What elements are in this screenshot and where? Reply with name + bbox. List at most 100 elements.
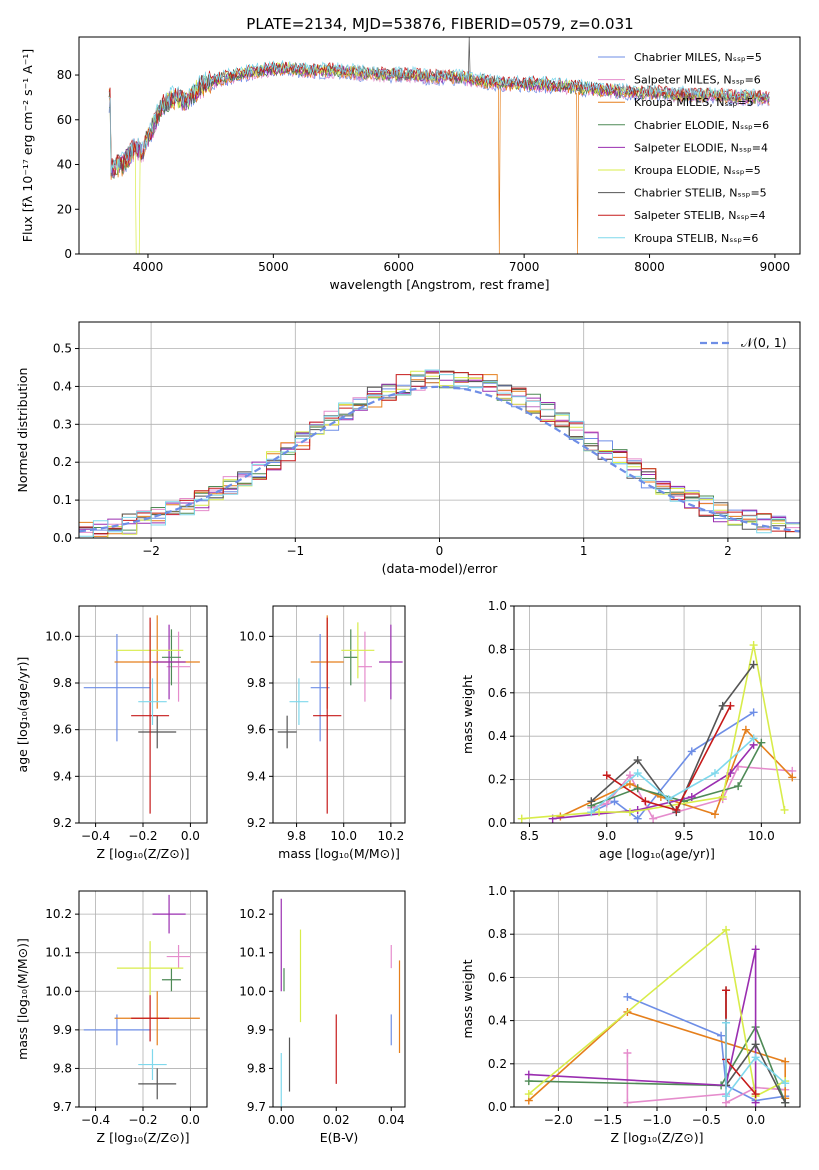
x-tick-label: 0.0 [746, 1113, 765, 1127]
weight-point-marker [722, 1092, 731, 1101]
weight-point-marker [718, 701, 727, 710]
x-axis-label: Z [log₁₀(Z/Z⊙)] [97, 846, 190, 861]
weight-point-marker [623, 1098, 632, 1107]
y-tick-label: 0.4 [488, 729, 507, 743]
x-axis-label: Z [log₁₀(Z/Z⊙)] [97, 1130, 190, 1145]
weight-series-line [528, 1025, 786, 1103]
y-axis-label: age [log₁₀(age/yr)] [15, 657, 30, 773]
legend-label: 𝒩(0, 1) [741, 335, 787, 350]
x-tick-label: −0.4 [81, 1113, 110, 1127]
x-axis-label: (data-model)/error [382, 561, 499, 576]
weight-point-marker [587, 797, 596, 806]
weight-point-marker [781, 1098, 790, 1107]
x-tick-label: −1.5 [593, 1113, 622, 1127]
x-axis-label: wavelength [Angstrom, rest frame] [329, 277, 549, 292]
x-tick-label: 8000 [634, 260, 665, 274]
weight-point-marker [741, 725, 750, 734]
y-tick-label: 0.2 [488, 1057, 507, 1071]
y-tick-label: 0.6 [488, 686, 507, 700]
x-tick-label: 0.0 [181, 1113, 200, 1127]
weight-point-marker [710, 810, 719, 819]
weight-point-marker [788, 773, 797, 782]
weight-point-marker [717, 1031, 726, 1040]
weight-series-line [725, 1022, 786, 1099]
weight-point-marker [687, 792, 696, 801]
panel-weight-vs-Z: −2.0 −1.5 −1.0 −0.5 0.0 0.0 0.2 0.4 0.6 0.8 1.0 Z [… [460, 884, 801, 1145]
weight-series-line [528, 949, 757, 1103]
y-tick-label: 1.0 [488, 599, 507, 613]
axes-frame [513, 605, 801, 824]
normal-curve [79, 385, 800, 533]
axes-frame [272, 890, 406, 1108]
weight-point-marker [722, 986, 731, 995]
y-tick-label: 10.2 [239, 907, 266, 921]
weight-point-marker [587, 808, 596, 817]
x-tick-label: 0.02 [323, 1113, 350, 1127]
plot-area-mass-vs-Z [83, 894, 200, 1100]
weight-point-marker [602, 799, 611, 808]
legend-label: Salpeter MILES, Nₛₛₚ=6 [634, 74, 761, 87]
x-tick-label: 9.5 [675, 829, 694, 843]
y-tick-label: 10.0 [239, 629, 266, 643]
y-axis-label: mass [log₁₀(M/M⊙)] [15, 938, 30, 1060]
x-tick-label: −1.0 [642, 1113, 671, 1127]
plot-area-age-vs-mass [277, 615, 403, 814]
weight-point-marker [751, 1053, 760, 1062]
x-tick-label: 10.2 [377, 829, 404, 843]
y-tick-label: 60 [57, 113, 72, 127]
y-tick-label: 9.8 [53, 676, 72, 690]
weight-point-marker [633, 814, 642, 823]
spectrum-legend: Chabrier MILES, Nₛₛₚ=5 Salpeter MILES, Nₛ… [598, 51, 769, 245]
y-tick-label: 0.8 [488, 642, 507, 656]
x-tick-label: 5000 [258, 260, 289, 274]
x-tick-label: 9.8 [287, 829, 306, 843]
weight-point-marker [595, 808, 604, 817]
y-tick-label: 10.1 [239, 946, 266, 960]
y-tick-label: 9.6 [247, 723, 266, 737]
plot-area-spectrum [108, 37, 770, 254]
weight-point-marker [749, 708, 758, 717]
y-axis-label: Normed distribution [15, 368, 30, 493]
y-tick-label: 40 [57, 158, 72, 172]
weight-point-marker [672, 805, 681, 814]
x-axis-label: E(B-V) [320, 1130, 359, 1145]
weight-point-marker [633, 756, 642, 765]
weight-point-marker [749, 734, 758, 743]
y-tick-label: 20 [57, 202, 72, 216]
weight-point-marker [751, 945, 760, 954]
plot-area-age-vs-Z [83, 615, 200, 814]
x-tick-label: 10.0 [748, 829, 775, 843]
x-axis-label: Z [log₁₀(Z/Z⊙)] [611, 1130, 704, 1145]
weight-point-marker [751, 1040, 760, 1049]
weight-point-marker [633, 784, 642, 793]
axes-frame [272, 605, 406, 824]
panel-age-vs-mass: 9.8 10.0 10.2 9.2 9.4 9.6 9.8 10.0 mass [log₁₀(M… [239, 605, 406, 861]
y-tick-label: 9.2 [247, 816, 266, 830]
y-tick-label: 0.6 [488, 970, 507, 984]
y-tick-label: 10.0 [239, 984, 266, 998]
y-axis-label: mass weight [460, 959, 475, 1038]
panel-spectrum: 4000 5000 6000 7000 8000 9000 0 20 40 60 80 wavelen… [20, 36, 801, 292]
y-tick-label: 0.0 [488, 816, 507, 830]
y-axis-label: Flux [fλ 10⁻¹⁷ erg cm⁻² s⁻¹ A⁻¹] [20, 49, 35, 242]
x-tick-label: −0.2 [128, 1113, 157, 1127]
weight-series-line [528, 928, 786, 1098]
weight-point-marker [687, 747, 696, 756]
y-tick-label: 10.1 [45, 946, 72, 960]
x-tick-label: −0.2 [128, 829, 157, 843]
weight-point-marker [633, 769, 642, 778]
weight-point-marker [610, 797, 619, 806]
legend-label: Chabrier ELODIE, Nₛₛₚ=6 [634, 119, 769, 132]
weight-point-marker [625, 808, 634, 817]
y-tick-label: 9.7 [53, 1100, 72, 1114]
legend-label: Kroupa MILES, Nₛₛₚ=5 [634, 96, 754, 109]
x-tick-label: 2 [724, 544, 732, 558]
y-tick-label: 0.1 [53, 493, 72, 507]
legend-label: Kroupa STELIB, Nₛₛₚ=6 [634, 232, 758, 245]
y-tick-label: 1.0 [488, 884, 507, 898]
y-tick-label: 9.2 [53, 816, 72, 830]
x-tick-label: −0.4 [81, 829, 110, 843]
legend-label: Chabrier STELIB, Nₛₛₚ=5 [634, 187, 767, 200]
x-tick-label: 10.0 [330, 829, 357, 843]
x-tick-label: 0.0 [181, 829, 200, 843]
